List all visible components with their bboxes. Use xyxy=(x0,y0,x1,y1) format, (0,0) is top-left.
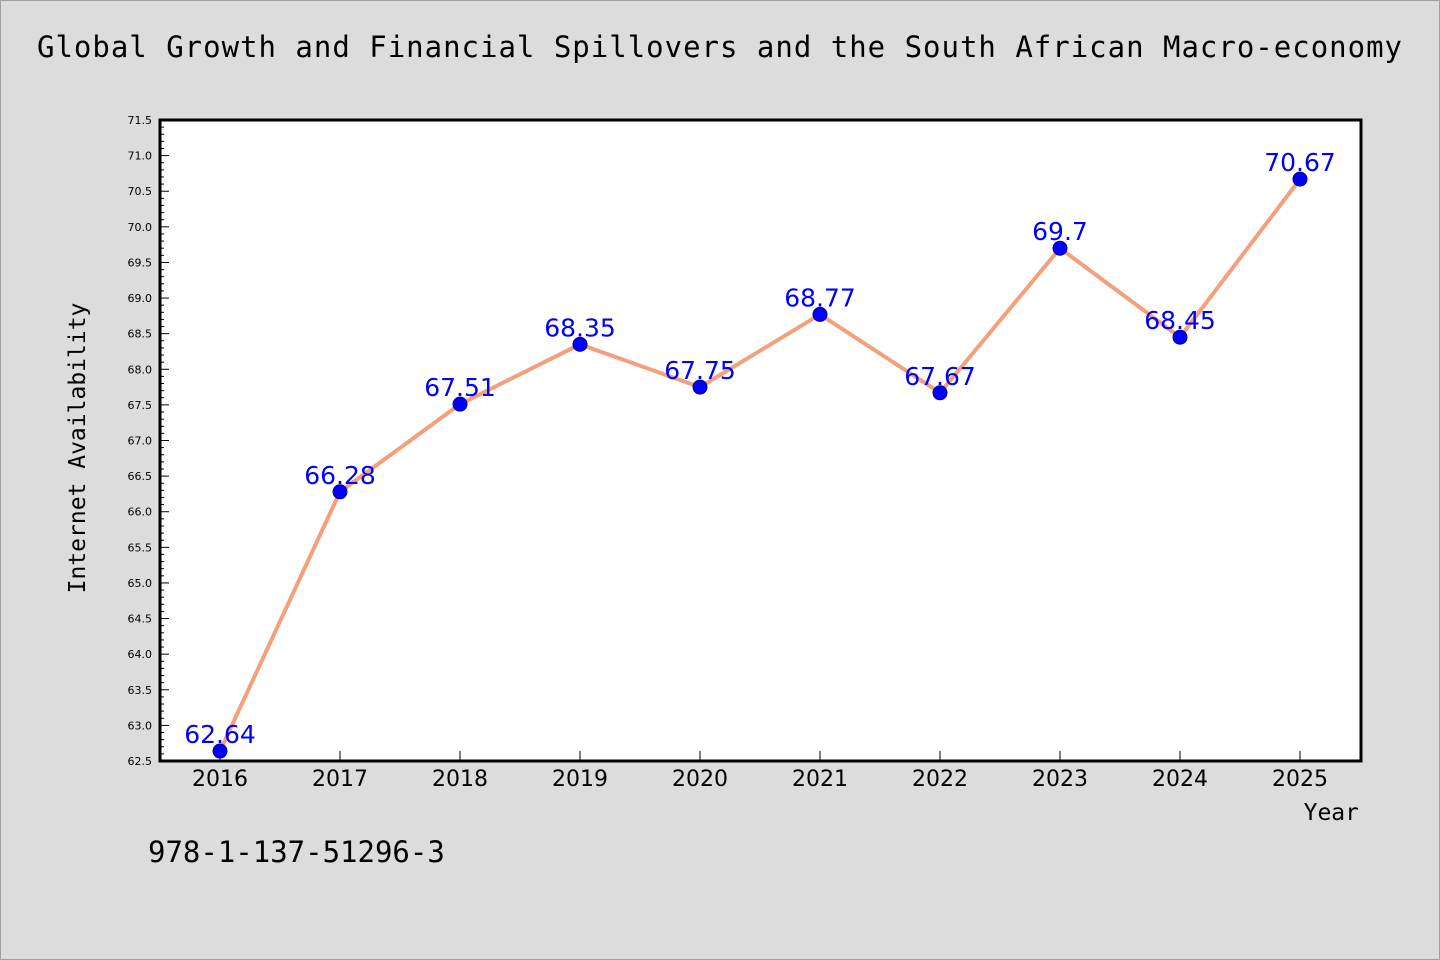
y-tick-label: 65.0 xyxy=(128,577,153,590)
y-tick-label: 66.0 xyxy=(128,506,153,519)
y-tick-label: 71.0 xyxy=(128,150,153,163)
data-point-marker xyxy=(1292,171,1308,187)
y-tick-label: 65.5 xyxy=(128,541,153,554)
data-point-marker xyxy=(932,385,948,401)
x-tick-label: 2018 xyxy=(432,767,488,792)
x-axis-label: Year xyxy=(1304,800,1359,826)
y-axis-label: Internet Availability xyxy=(65,303,91,594)
y-tick-label: 64.5 xyxy=(128,613,153,626)
y-tick-label: 63.5 xyxy=(128,684,153,697)
data-point-label: 69.7 xyxy=(1032,217,1088,246)
data-point-marker xyxy=(1172,329,1188,345)
data-point-label: 68.35 xyxy=(544,313,616,342)
y-tick-label: 70.0 xyxy=(128,221,153,234)
y-tick-label: 69.0 xyxy=(128,292,153,305)
plot-area xyxy=(158,118,1363,763)
isbn-text: 978-1-137-51296-3 xyxy=(148,835,445,869)
y-tick-label: 68.5 xyxy=(128,328,153,341)
data-point-label: 67.51 xyxy=(424,373,496,402)
data-point-marker xyxy=(1052,240,1068,256)
x-tick-label: 2025 xyxy=(1272,767,1328,792)
data-point-label: 62.64 xyxy=(184,720,256,749)
x-tick-label: 2019 xyxy=(552,767,608,792)
data-point-label: 68.45 xyxy=(1144,306,1216,335)
y-tick-label: 64.0 xyxy=(128,648,153,661)
y-tick-label: 62.5 xyxy=(128,755,153,768)
data-point-marker xyxy=(572,336,588,352)
y-tick-label: 66.5 xyxy=(128,470,153,483)
y-tick-label: 71.5 xyxy=(128,114,153,127)
y-tick-label: 68.0 xyxy=(128,363,153,376)
x-tick-label: 2020 xyxy=(672,767,728,792)
data-point-marker xyxy=(692,379,708,395)
data-point-marker xyxy=(812,306,828,322)
y-tick-label: 67.0 xyxy=(128,435,153,448)
chart-title: Global Growth and Financial Spillovers a… xyxy=(36,30,1403,64)
data-point-marker xyxy=(332,484,348,500)
y-tick-label: 63.0 xyxy=(128,719,153,732)
x-tick-label: 2022 xyxy=(912,767,968,792)
data-point-label: 70.67 xyxy=(1264,148,1336,177)
y-axis-ticks: 62.5 63.0 63.5 64.0 64.5 65.0 65.5 66.0 66.5 67.0… xyxy=(128,114,169,768)
y-tick-label: 69.5 xyxy=(128,256,153,269)
series-line xyxy=(218,177,1302,752)
data-point-marker xyxy=(212,743,228,759)
data-point-label: 68.77 xyxy=(784,283,856,312)
x-tick-label: 2016 xyxy=(192,767,248,792)
data-point-marker xyxy=(452,396,468,412)
y-tick-label: 67.5 xyxy=(128,399,153,412)
x-tick-label: 2023 xyxy=(1032,767,1088,792)
x-axis-ticks: 2016 2017 2018 2019 2020 2021 2022 2023 2024 2025 xyxy=(192,751,1328,792)
x-tick-label: 2024 xyxy=(1152,767,1208,792)
data-point-label: 67.75 xyxy=(664,356,736,385)
data-labels: 62.64 66.28 67.51 68.35 67.75 68.77 67.67 69.7 6… xyxy=(184,148,1336,749)
series-markers xyxy=(212,171,1308,759)
data-point-label: 67.67 xyxy=(904,362,976,391)
data-point-label: 66.28 xyxy=(304,461,376,490)
x-tick-label: 2021 xyxy=(792,767,848,792)
x-tick-label: 2017 xyxy=(312,767,368,792)
y-tick-label: 70.5 xyxy=(128,185,153,198)
